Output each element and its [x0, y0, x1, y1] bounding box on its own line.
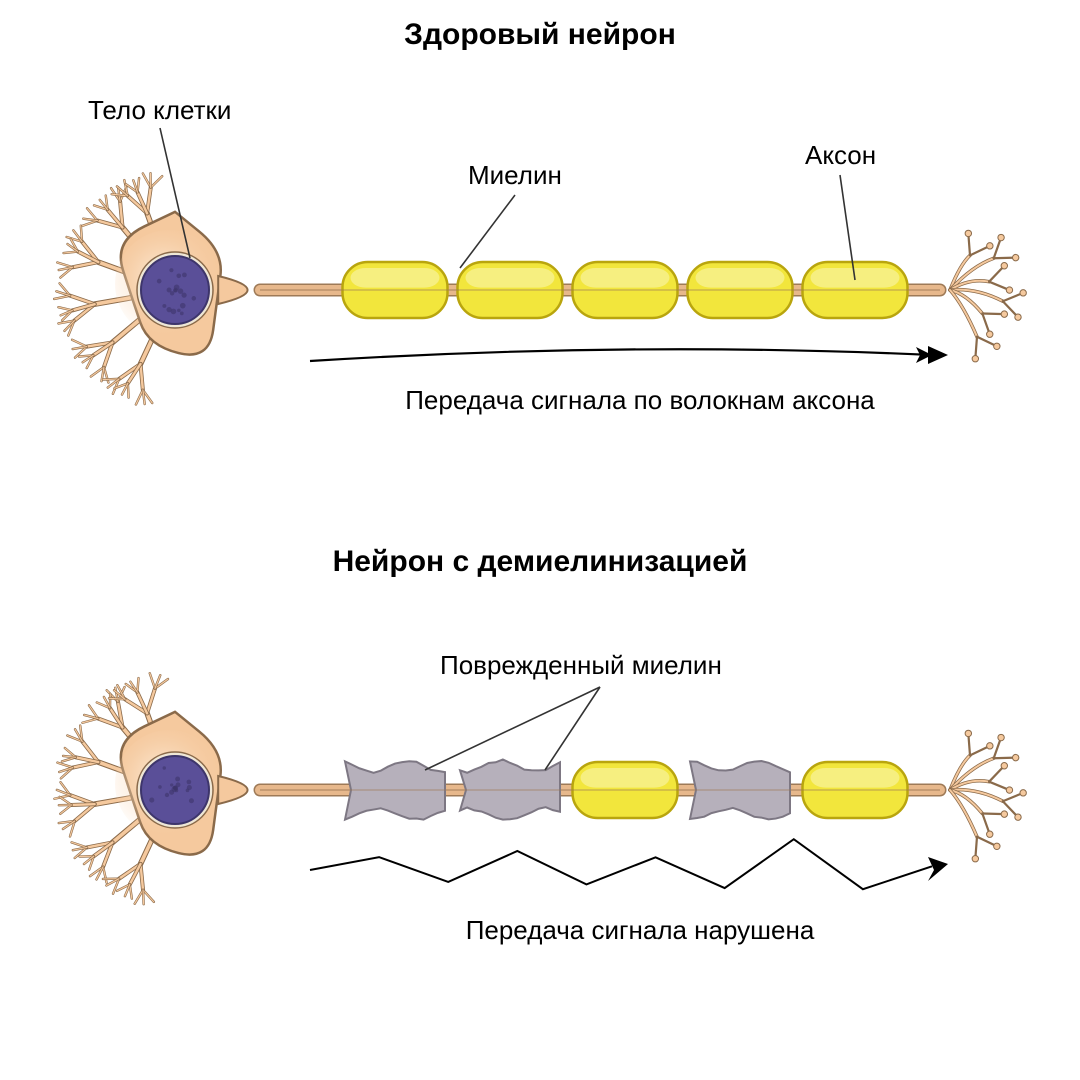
- diagram-canvas: [0, 0, 1080, 1080]
